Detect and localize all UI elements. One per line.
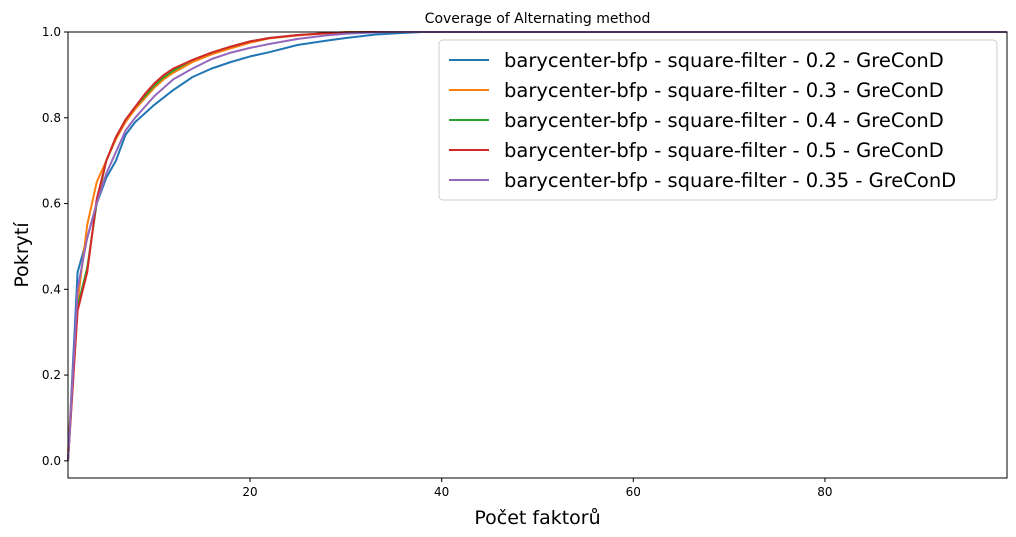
- series-line-5: [67, 31, 1007, 461]
- x-tick-label: 20: [242, 485, 257, 499]
- legend-label: barycenter-bfp - square-filter - 0.3 - G…: [504, 79, 944, 102]
- x-tick-label: 40: [434, 485, 449, 499]
- legend-label: barycenter-bfp - square-filter - 0.4 - G…: [504, 109, 944, 132]
- plot-frame: [67, 31, 1008, 479]
- y-tick-label: 0.0: [42, 454, 61, 468]
- y-tick-label: 0.4: [42, 282, 61, 296]
- legend-label: barycenter-bfp - square-filter - 0.2 - G…: [504, 49, 944, 72]
- x-axis: 20 40 60 80: [242, 478, 833, 499]
- y-axis-label: Pokrytí: [11, 222, 33, 288]
- x-axis-label: Počet faktorů: [474, 507, 600, 529]
- y-tick-label: 1.0: [42, 25, 61, 39]
- x-tick-label: 80: [817, 485, 832, 499]
- y-tick-label: 0.6: [42, 197, 61, 211]
- legend-box: [438, 39, 998, 201]
- y-axis: 0.0 0.2 0.4 0.6 0.8 1.0: [42, 25, 68, 468]
- y-tick-label: 0.8: [42, 111, 61, 125]
- legend-label: barycenter-bfp - square-filter - 0.5 - G…: [504, 139, 944, 162]
- x-tick-label: 60: [626, 485, 641, 499]
- legend: barycenter-bfp - square-filter - 0.2 - G…: [438, 39, 998, 201]
- chart-title: Coverage of Alternating method: [425, 11, 651, 27]
- legend-label: barycenter-bfp - square-filter - 0.35 - …: [504, 169, 956, 192]
- y-tick-label: 0.2: [42, 368, 61, 382]
